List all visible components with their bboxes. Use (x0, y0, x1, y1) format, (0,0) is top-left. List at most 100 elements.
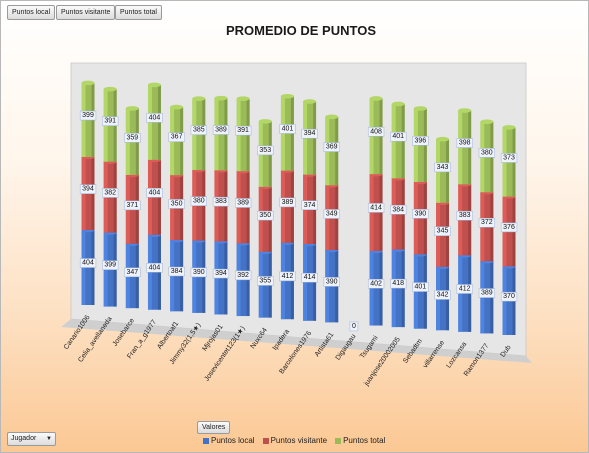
data-label-2-9: 401 (282, 125, 294, 132)
data-label-2-1: 391 (104, 118, 116, 125)
data-label-box (190, 196, 207, 206)
bar-cap (369, 96, 383, 101)
data-label-0-7: 392 (237, 272, 249, 279)
data-label-0-0: 404 (82, 260, 94, 267)
data-label-2-3: 404 (149, 114, 161, 121)
bar-cap (170, 104, 184, 110)
data-label-2-5: 385 (193, 127, 205, 134)
data-label-0-9: 412 (282, 273, 294, 280)
field-button-puntos-local[interactable]: Puntos local (7, 5, 56, 20)
legend-label: Puntos visitante (270, 436, 328, 445)
data-label-box (434, 226, 451, 236)
data-label-0-1: 399 (104, 262, 116, 269)
data-label-0-5: 390 (193, 269, 205, 276)
data-label-1-1: 382 (104, 189, 116, 196)
bar-cap (81, 80, 95, 86)
field-button-puntos-total[interactable]: Puntos total (115, 5, 162, 20)
data-label-0-3: 404 (149, 264, 161, 271)
data-label-box (323, 142, 340, 152)
data-label-0-11: 390 (326, 278, 338, 285)
bar-cap (480, 119, 494, 125)
data-label-box (456, 210, 473, 221)
data-label-2-11: 369 (326, 144, 338, 151)
data-label-box (146, 113, 163, 123)
data-label-box (412, 136, 429, 146)
data-label-2-4: 367 (171, 134, 183, 141)
data-label-box (367, 127, 385, 137)
data-label-2-19: 373 (503, 154, 515, 161)
data-label-box (478, 217, 496, 228)
data-label-1-7: 389 (237, 199, 249, 206)
data-label-2-2: 359 (126, 134, 138, 141)
data-label-box (412, 282, 429, 292)
data-label-0-18: 389 (481, 290, 493, 297)
bar-cap (303, 99, 317, 104)
data-label-0-15: 401 (415, 284, 427, 291)
bar-cap (214, 95, 228, 101)
chart-legend: Puntos local Puntos visitante Puntos total (203, 435, 385, 446)
data-label-1-4: 350 (171, 200, 183, 207)
data-label-1-0: 394 (82, 186, 94, 193)
data-label-2-15: 396 (415, 137, 427, 144)
data-label-1-17: 383 (459, 212, 471, 219)
data-label-box (500, 222, 518, 233)
data-label-box (323, 209, 340, 219)
bar-cap (436, 136, 450, 142)
bar-cap (458, 108, 472, 113)
legend-swatch (262, 437, 269, 444)
bar-cap (391, 101, 405, 107)
bar-cap (125, 106, 139, 111)
data-label-box (390, 205, 407, 215)
data-label-0-17: 412 (459, 286, 471, 293)
chart-data-labels: 404 394 399 399 382 391 347 371 359 404 404 404 384 3… (79, 110, 518, 332)
data-label-box (301, 128, 318, 139)
bar-cap (502, 125, 516, 130)
data-label-2-16: 343 (437, 164, 449, 171)
data-label-0-10: 414 (304, 274, 316, 281)
data-label-1-8: 350 (259, 212, 271, 219)
data-label-1-2: 371 (126, 202, 138, 209)
data-label-box (478, 148, 496, 158)
data-label-box (190, 267, 207, 278)
data-label-0-6: 394 (215, 270, 227, 277)
data-label-box (367, 203, 385, 213)
data-label-box (456, 284, 473, 294)
data-label-box (79, 184, 97, 194)
data-label-box (102, 116, 119, 126)
legend-swatch (335, 437, 342, 444)
data-label-box (212, 268, 230, 279)
data-label-2-13: 408 (370, 128, 382, 135)
jugador-filter-dropdown[interactable]: Jugador ▼ (7, 432, 56, 446)
data-label-2-7: 391 (237, 127, 249, 134)
chart-floor (61, 319, 532, 363)
data-label-box (279, 124, 296, 134)
bar-cap (236, 96, 250, 101)
legend-swatch (203, 437, 209, 444)
values-field-button[interactable]: Valores (197, 421, 231, 434)
data-label-2-6: 389 (215, 126, 227, 133)
data-label-box (279, 197, 296, 208)
bar-cap (280, 93, 294, 99)
data-label-2-17: 398 (459, 140, 471, 147)
data-label-box (390, 278, 407, 289)
data-label-box (102, 260, 119, 270)
data-label-1-13: 414 (370, 204, 382, 211)
data-label-1-3: 404 (149, 189, 161, 196)
data-label-box (323, 277, 340, 287)
legend-item-0: Puntos local (203, 435, 255, 446)
data-label-box (124, 200, 141, 211)
data-label-0-13: 402 (370, 280, 382, 287)
data-label-box (190, 125, 207, 135)
data-label-0-14: 418 (392, 280, 404, 287)
legend-item-2: Puntos total (335, 435, 385, 446)
bar-cap (325, 114, 339, 120)
data-label-0-4: 384 (171, 268, 183, 275)
data-label-box (478, 288, 496, 298)
field-button-puntos-visitante[interactable]: Puntos visitante (56, 5, 116, 20)
data-label-box (257, 276, 274, 286)
data-label-box (301, 200, 318, 211)
data-label-box (235, 125, 252, 136)
data-label-box (434, 162, 451, 173)
data-label-box (102, 188, 119, 198)
